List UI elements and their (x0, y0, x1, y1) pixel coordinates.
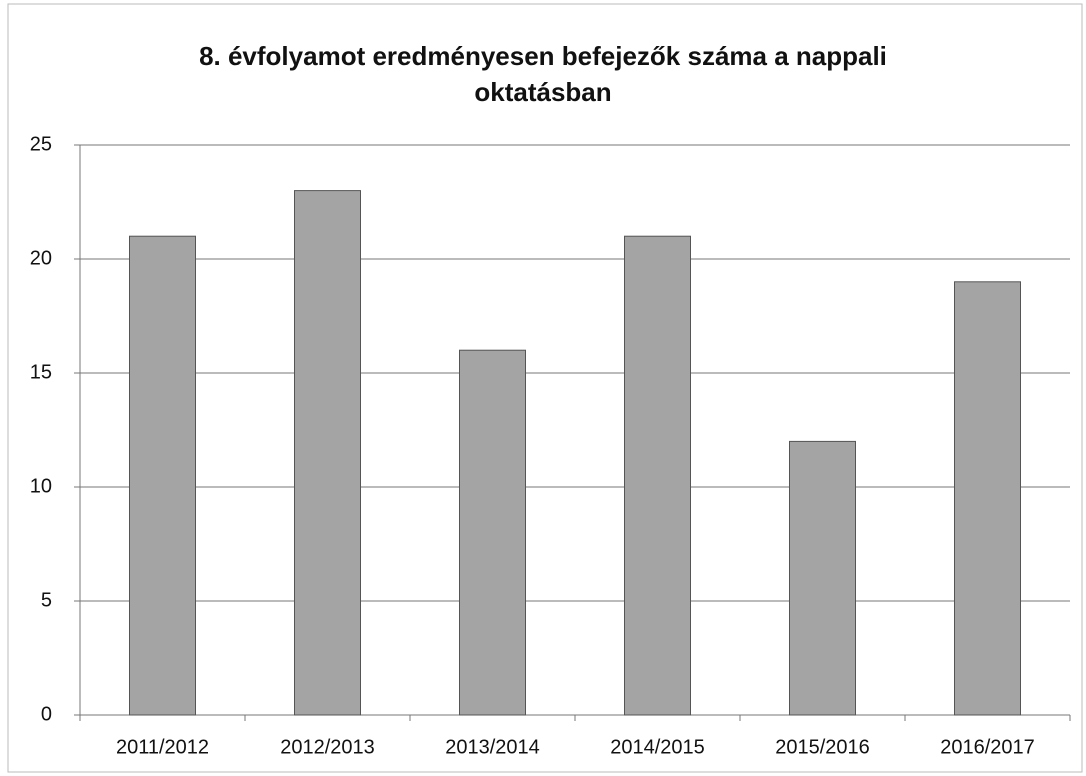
x-tick-label: 2016/2017 (940, 736, 1035, 758)
bar (294, 190, 361, 716)
y-tick-label: 0 (41, 703, 52, 725)
x-tick-label: 2011/2012 (116, 736, 209, 758)
y-tick-label: 10 (30, 475, 52, 497)
x-tick-label: 2014/2015 (610, 736, 705, 758)
x-tick-label: 2012/2013 (280, 736, 375, 758)
chart-frame (7, 3, 1083, 773)
y-tick-label: 25 (30, 133, 52, 155)
bar (954, 281, 1021, 716)
chart-title: 8. évfolyamot eredményesen befejezők szá… (199, 41, 887, 107)
bar (129, 235, 196, 716)
y-tick-label: 15 (30, 361, 52, 383)
x-tick-label: 2013/2014 (445, 736, 540, 758)
bar (789, 440, 856, 716)
x-tick-label: 2015/2016 (775, 736, 870, 758)
y-tick-label: 20 (30, 247, 52, 269)
bar (459, 349, 526, 716)
bar (624, 235, 691, 716)
y-tick-label: 5 (41, 589, 52, 611)
